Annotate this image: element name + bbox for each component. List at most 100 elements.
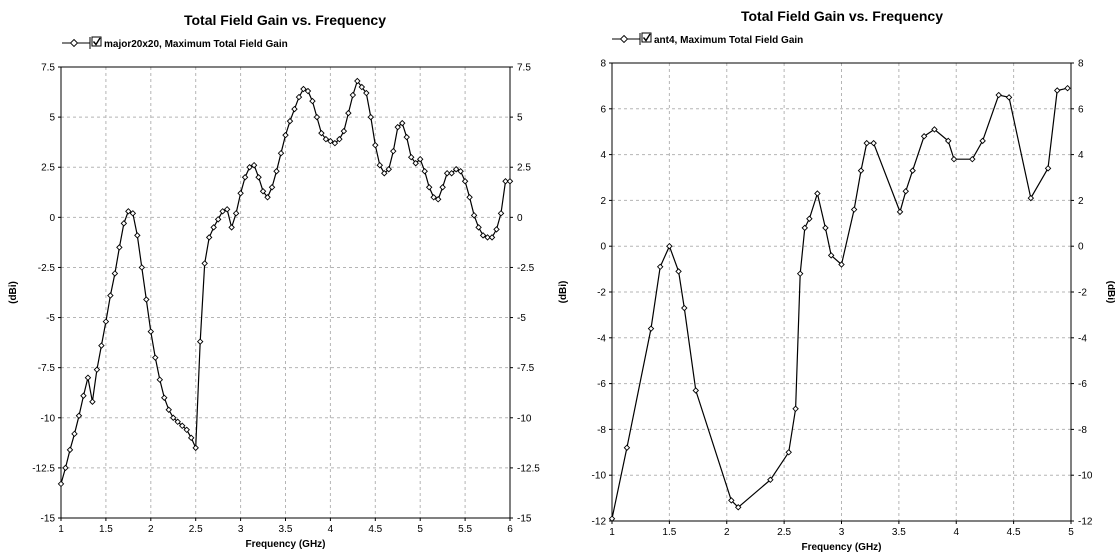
y-tick-label: -7.5 [38,363,56,374]
y-tick-label: 5 [49,113,55,124]
data-point [241,174,249,181]
x-tick-label: 1 [609,527,615,538]
y-tick-label: -15 [41,514,56,525]
data-point [944,137,952,145]
data-point [228,224,235,231]
y-tick-label-right: 2 [1078,196,1084,207]
checkbox-box[interactable] [641,32,652,43]
checkmark-icon [642,33,651,42]
legend[interactable]: ant4, Maximum Total Field Gain [612,32,803,46]
data-point [246,163,253,171]
y-tick-label: -8 [597,425,606,436]
data-point [1064,84,1071,92]
data-point [969,155,976,163]
y-tick-label-right: -8 [1078,425,1087,436]
data-point [340,127,348,135]
y-axis-label-right: (dBi) [1105,281,1115,304]
data-point [902,188,909,195]
x-tick-label: 2 [148,524,154,535]
data-point [264,194,271,201]
y-tick-label: 6 [600,104,606,115]
data-point [345,109,352,117]
y-tick-label: 0 [49,213,55,224]
data-point [434,196,442,203]
data-point [785,449,792,456]
data-point [443,169,451,177]
data-point [623,444,631,451]
y-tick-label: -10 [592,471,607,482]
legend[interactable]: major20x20, Maximum Total Field Gain [62,36,288,50]
data-point [909,167,916,174]
legend-marker [69,38,79,48]
x-tick-label: 3 [839,527,845,538]
data-point [412,159,419,167]
data-point [403,133,410,141]
data-point [461,178,469,185]
data-point [850,206,858,213]
checkbox-box[interactable] [91,36,102,47]
data-point [161,394,168,401]
data-point [390,147,397,155]
y-ticks-left: 7.5 5 2.5 0 -2.5 -5 -7.5 -10 -12.5 -15 [32,63,61,525]
data-point [196,338,204,345]
data-point [304,87,312,95]
data-point [792,405,799,413]
y-tick-label-right: 7.5 [517,63,531,74]
data-point [430,194,437,201]
data-point [354,77,361,85]
data-point [129,210,137,217]
data-point [502,178,509,185]
x-axis-label: Frequency (GHz) [245,539,325,550]
data-point [322,135,330,143]
x-tick-label: 3.5 [892,527,906,538]
data-point [931,126,938,133]
y-tick-label-right: -12.5 [517,463,540,474]
data-point [282,131,289,139]
data-point [920,133,928,140]
x-tick-label: 1.5 [99,524,113,535]
data-point [331,139,339,147]
data-point [372,141,379,149]
data-point [71,430,78,438]
y-tick-label-right: -12 [1078,517,1093,528]
data-point [214,216,222,223]
data-point [979,137,986,145]
y-tick-label: 0 [600,242,606,253]
data-point [656,263,664,271]
x-tick-label: 5 [417,524,423,535]
y-tick-label-right: 8 [1078,59,1084,70]
data-point [439,184,446,191]
y-tick-label-right: -10 [1078,471,1093,482]
data-point [170,414,177,422]
data-point [295,93,303,101]
data-point [675,268,682,275]
legend-checkbox[interactable] [91,36,102,47]
data-point [416,155,424,163]
data-point [300,85,307,93]
data-point [407,153,415,161]
y-tick-label: -2 [597,288,606,299]
series-1 [608,84,1071,522]
data-point [237,190,244,197]
data-point [223,206,231,213]
x-tick-label: 4.5 [1007,527,1021,538]
legend-checkbox[interactable] [641,32,652,43]
y-tick-label: -2.5 [38,263,56,274]
data-point [152,354,159,361]
data-point [318,129,325,137]
chart-2: Total Field Gain vs. Frequency ant4, Maxi… [558,8,1115,553]
x-ticks: 1 1.5 2 2.5 3 3.5 4 4.5 5 5.5 6 [58,518,513,535]
data-point [125,208,132,215]
y-tick-label-right: -5 [517,313,526,324]
data-point [863,139,870,147]
legend-marker [619,34,629,44]
data-point [608,515,616,522]
data-point [192,444,199,452]
data-point [506,178,514,185]
x-tick-label: 2 [724,527,730,538]
data-point [493,226,500,233]
y-tick-label-right: -2.5 [517,263,535,274]
data-point [268,184,276,191]
